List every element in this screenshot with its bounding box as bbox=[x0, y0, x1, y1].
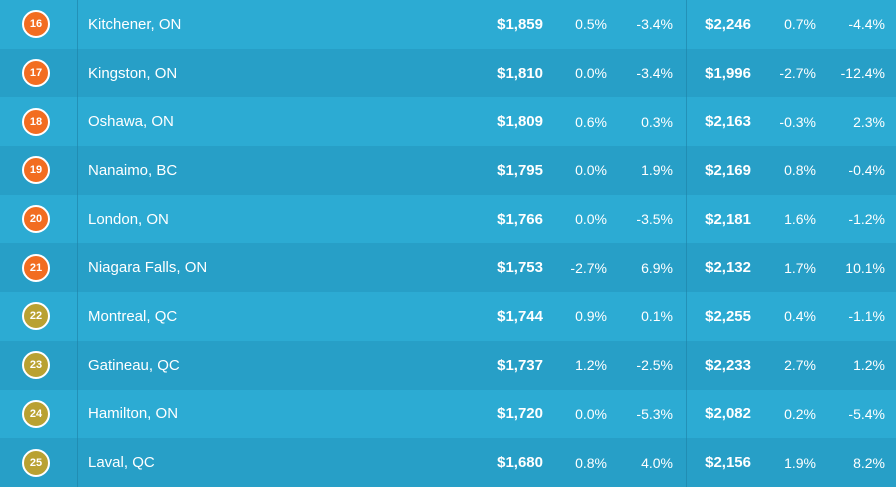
table-row: 21 Niagara Falls, ON $1,753 -2.7% 6.9% $2,132… bbox=[0, 243, 896, 293]
table-row: 23 Gatineau, QC $1,737 1.2% -2.5% $2,233 2.7% 1… bbox=[0, 340, 896, 390]
city-name: Niagara Falls, ON bbox=[88, 259, 208, 277]
two-bedroom-rent: $2,255 bbox=[705, 307, 751, 325]
one-bedroom-monthly-change: 0.0% bbox=[575, 65, 607, 82]
rank-badge: 25 bbox=[22, 448, 50, 477]
two-bedroom-monthly-change: 1.9% bbox=[784, 454, 816, 471]
rank-badge: 18 bbox=[22, 107, 50, 136]
one-bedroom-monthly-change: 1.2% bbox=[575, 357, 607, 374]
two-bedroom-yearly-change: -5.4% bbox=[848, 405, 885, 422]
two-bedroom-yearly-change: 8.2% bbox=[853, 454, 885, 471]
two-bedroom-yearly-change: -4.4% bbox=[848, 16, 885, 33]
two-bedroom-yearly-change: -0.4% bbox=[848, 162, 885, 179]
rank-badge: 17 bbox=[22, 59, 50, 88]
two-bedroom-rent: $2,169 bbox=[705, 161, 751, 179]
one-bedroom-rent: $1,720 bbox=[497, 405, 543, 423]
rank-badge: 20 bbox=[22, 205, 50, 234]
two-bedroom-rent: $2,082 bbox=[705, 405, 751, 423]
one-bedroom-monthly-change: 0.0% bbox=[575, 405, 607, 422]
one-bedroom-yearly-change: -3.4% bbox=[636, 65, 673, 82]
one-bedroom-yearly-change: 1.9% bbox=[641, 162, 673, 179]
one-bedroom-monthly-change: 0.5% bbox=[575, 16, 607, 33]
one-bedroom-rent: $1,744 bbox=[497, 307, 543, 325]
one-bedroom-rent: $1,766 bbox=[497, 210, 543, 228]
city-name: London, ON bbox=[88, 210, 169, 228]
one-bedroom-yearly-change: -5.3% bbox=[636, 405, 673, 422]
city-name: Kitchener, ON bbox=[88, 15, 182, 33]
rank-badge: 21 bbox=[22, 253, 50, 282]
two-bedroom-monthly-change: -2.7% bbox=[779, 65, 816, 82]
one-bedroom-yearly-change: -2.5% bbox=[636, 357, 673, 374]
two-bedroom-rent: $2,246 bbox=[705, 15, 751, 33]
city-name: Gatineau, QC bbox=[88, 356, 180, 374]
one-bedroom-yearly-change: 0.3% bbox=[641, 113, 673, 130]
one-bedroom-rent: $1,809 bbox=[497, 113, 543, 131]
one-bedroom-yearly-change: 4.0% bbox=[641, 454, 673, 471]
one-bedroom-rent: $1,737 bbox=[497, 356, 543, 374]
rank-badge: 23 bbox=[22, 351, 50, 380]
two-bedroom-rent: $2,156 bbox=[705, 454, 751, 472]
one-bedroom-monthly-change: -2.7% bbox=[570, 259, 607, 276]
two-bedroom-yearly-change: -1.2% bbox=[848, 211, 885, 228]
two-bedroom-monthly-change: 1.7% bbox=[784, 259, 816, 276]
one-bedroom-rent: $1,753 bbox=[497, 259, 543, 277]
one-bedroom-monthly-change: 0.0% bbox=[575, 162, 607, 179]
two-bedroom-yearly-change: -1.1% bbox=[848, 308, 885, 325]
one-bedroom-rent: $1,810 bbox=[497, 64, 543, 82]
one-bedroom-rent: $1,680 bbox=[497, 454, 543, 472]
two-bedroom-rent: $2,163 bbox=[705, 113, 751, 131]
two-bedroom-monthly-change: 0.4% bbox=[784, 308, 816, 325]
rank-badge: 22 bbox=[22, 302, 50, 331]
city-name: Laval, QC bbox=[88, 454, 155, 472]
one-bedroom-rent: $1,795 bbox=[497, 161, 543, 179]
table-row: 20 London, ON $1,766 0.0% -3.5% $2,181 1.6% -1.… bbox=[0, 194, 896, 244]
table-row: 17 Kingston, ON $1,810 0.0% -3.4% $1,996 -2.7%… bbox=[0, 48, 896, 98]
city-name: Hamilton, ON bbox=[88, 405, 179, 423]
table-row: 25 Laval, QC $1,680 0.8% 4.0% $2,156 1.9% 8.2% bbox=[0, 438, 896, 487]
table-row: 18 Oshawa, ON $1,809 0.6% 0.3% $2,163 -0.3% 2.3… bbox=[0, 97, 896, 147]
one-bedroom-yearly-change: -3.4% bbox=[636, 16, 673, 33]
city-name: Oshawa, ON bbox=[88, 113, 174, 131]
two-bedroom-monthly-change: 0.8% bbox=[784, 162, 816, 179]
two-bedroom-yearly-change: -12.4% bbox=[840, 65, 885, 82]
one-bedroom-yearly-change: -3.5% bbox=[636, 211, 673, 228]
two-bedroom-rent: $2,132 bbox=[705, 259, 751, 277]
two-bedroom-monthly-change: -0.3% bbox=[779, 113, 816, 130]
two-bedroom-yearly-change: 10.1% bbox=[845, 259, 885, 276]
table-row: 22 Montreal, QC $1,744 0.9% 0.1% $2,255 0.4% -1… bbox=[0, 292, 896, 341]
rank-badge: 24 bbox=[22, 399, 50, 428]
two-bedroom-yearly-change: 1.2% bbox=[853, 357, 885, 374]
one-bedroom-monthly-change: 0.9% bbox=[575, 308, 607, 325]
city-name: Kingston, ON bbox=[88, 64, 178, 82]
two-bedroom-rent: $2,233 bbox=[705, 356, 751, 374]
one-bedroom-yearly-change: 6.9% bbox=[641, 259, 673, 276]
two-bedroom-rent: $2,181 bbox=[705, 210, 751, 228]
two-bedroom-monthly-change: 0.7% bbox=[784, 16, 816, 33]
one-bedroom-yearly-change: 0.1% bbox=[641, 308, 673, 325]
rank-badge: 19 bbox=[22, 156, 50, 185]
table-row: 24 Hamilton, ON $1,720 0.0% -5.3% $2,082 0.2% -… bbox=[0, 389, 896, 439]
column-divider bbox=[77, 0, 78, 487]
one-bedroom-rent: $1,859 bbox=[497, 15, 543, 33]
two-bedroom-yearly-change: 2.3% bbox=[853, 113, 885, 130]
two-bedroom-monthly-change: 2.7% bbox=[784, 357, 816, 374]
table-row: 19 Nanaimo, BC $1,795 0.0% 1.9% $2,169 0.8% -0.… bbox=[0, 146, 896, 195]
two-bedroom-rent: $1,996 bbox=[705, 64, 751, 82]
two-bedroom-monthly-change: 1.6% bbox=[784, 211, 816, 228]
table-row: 16 Kitchener, ON $1,859 0.5% -3.4% $2,246 0.7%… bbox=[0, 0, 896, 49]
city-name: Nanaimo, BC bbox=[88, 161, 178, 179]
two-bedroom-monthly-change: 0.2% bbox=[784, 405, 816, 422]
one-bedroom-monthly-change: 0.6% bbox=[575, 113, 607, 130]
one-bedroom-monthly-change: 0.0% bbox=[575, 211, 607, 228]
city-name: Montreal, QC bbox=[88, 307, 178, 325]
column-divider bbox=[686, 0, 687, 487]
rank-badge: 16 bbox=[22, 10, 50, 39]
one-bedroom-monthly-change: 0.8% bbox=[575, 454, 607, 471]
